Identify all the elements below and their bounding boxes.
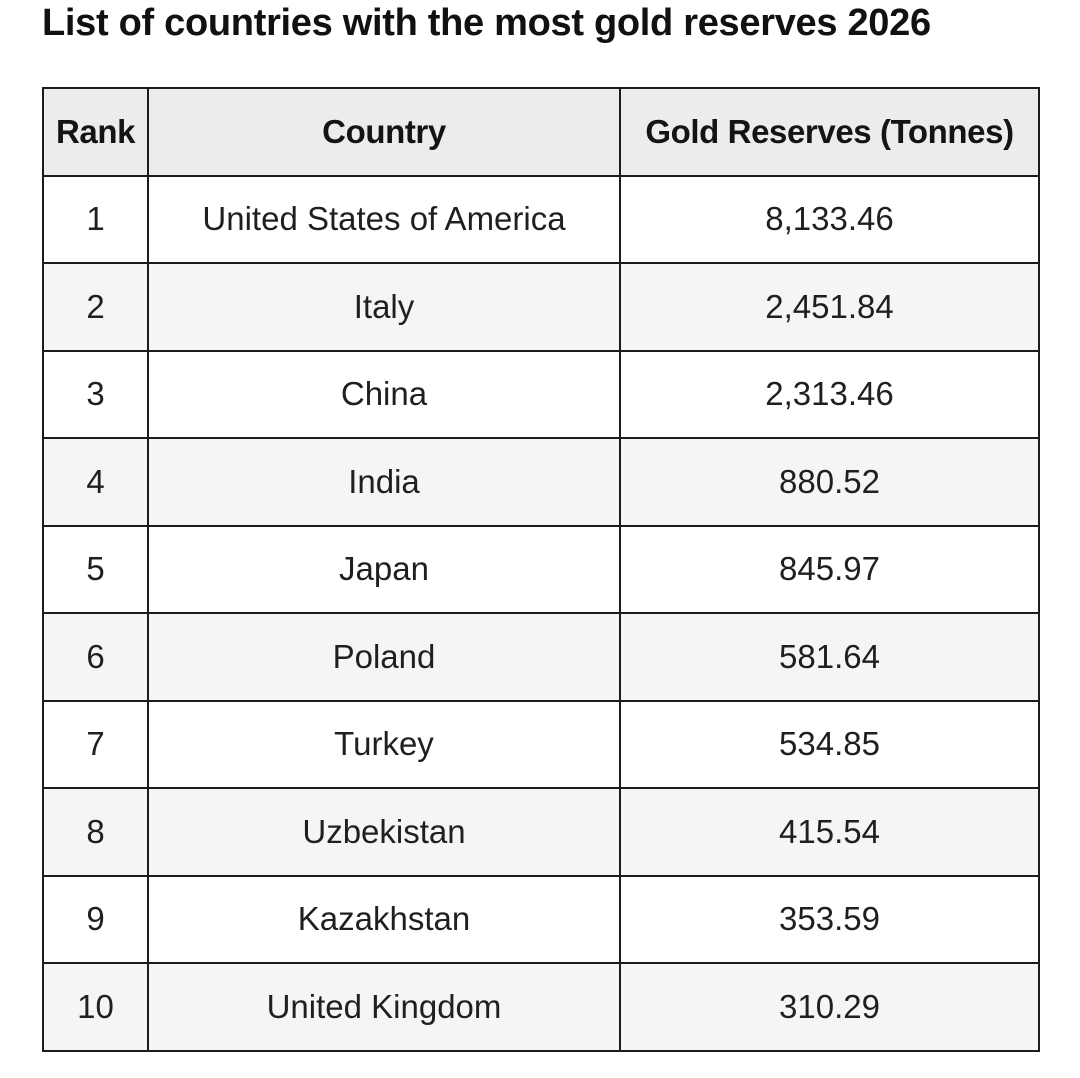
gold-reserves-cell: 2,313.46 [619, 349, 1040, 439]
table-row: 9 Kazakhstan 353.59 [42, 874, 1040, 964]
rank-cell: 5 [42, 524, 149, 614]
country-cell: Turkey [147, 699, 621, 789]
table-row: 10 United Kingdom 310.29 [42, 962, 1040, 1052]
table-row: 5 Japan 845.97 [42, 524, 1040, 614]
table-header-row: Rank Country Gold Reserves (Tonnes) [42, 87, 1040, 177]
rank-cell: 9 [42, 874, 149, 964]
gold-reserves-cell: 845.97 [619, 524, 1040, 614]
country-cell: United Kingdom [147, 962, 621, 1052]
table-row: 8 Uzbekistan 415.54 [42, 787, 1040, 877]
rank-cell: 2 [42, 262, 149, 352]
table-row: 2 Italy 2,451.84 [42, 262, 1040, 352]
country-cell: Kazakhstan [147, 874, 621, 964]
country-cell: Poland [147, 612, 621, 702]
country-cell: Japan [147, 524, 621, 614]
rank-cell: 7 [42, 699, 149, 789]
rank-cell: 10 [42, 962, 149, 1052]
gold-reserves-cell: 2,451.84 [619, 262, 1040, 352]
gold-reserves-cell: 534.85 [619, 699, 1040, 789]
rank-cell: 3 [42, 349, 149, 439]
gold-reserves-cell: 581.64 [619, 612, 1040, 702]
gold-reserves-cell: 310.29 [619, 962, 1040, 1052]
country-cell: United States of America [147, 174, 621, 264]
gold-reserves-cell: 353.59 [619, 874, 1040, 964]
country-cell: India [147, 437, 621, 527]
table-row: 4 India 880.52 [42, 437, 1040, 527]
header-gold-reserves: Gold Reserves (Tonnes) [619, 87, 1040, 177]
rank-cell: 8 [42, 787, 149, 877]
rank-cell: 6 [42, 612, 149, 702]
gold-reserves-table: Rank Country Gold Reserves (Tonnes) 1 Un… [42, 87, 1040, 1052]
page-title: List of countries with the most gold res… [42, 2, 931, 44]
table-row: 6 Poland 581.64 [42, 612, 1040, 702]
rank-cell: 4 [42, 437, 149, 527]
table-row: 3 China 2,313.46 [42, 349, 1040, 439]
gold-reserves-cell: 880.52 [619, 437, 1040, 527]
table-row: 7 Turkey 534.85 [42, 699, 1040, 789]
country-cell: Uzbekistan [147, 787, 621, 877]
table-row: 1 United States of America 8,133.46 [42, 174, 1040, 264]
country-cell: China [147, 349, 621, 439]
gold-reserves-cell: 8,133.46 [619, 174, 1040, 264]
header-country: Country [147, 87, 621, 177]
gold-reserves-cell: 415.54 [619, 787, 1040, 877]
header-rank: Rank [42, 87, 149, 177]
rank-cell: 1 [42, 174, 149, 264]
country-cell: Italy [147, 262, 621, 352]
